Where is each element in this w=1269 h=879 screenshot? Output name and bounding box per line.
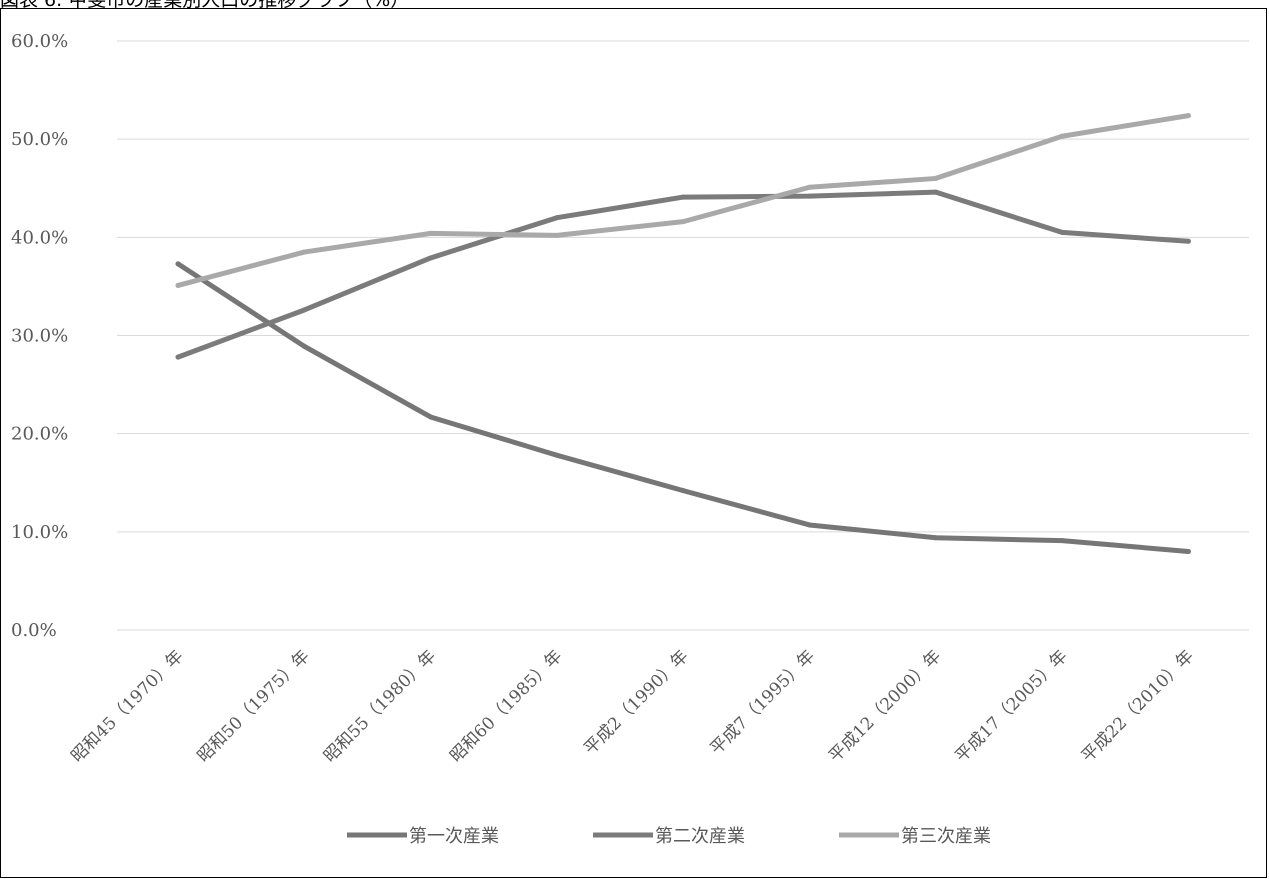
line-chart: 0.0% 10.0% 20.0% 30.0% 40.0% 50.0% 60.0% 昭和45（… <box>11 31 1249 847</box>
series-lines <box>175 113 1191 554</box>
y-tick-label: 10.0% <box>11 522 68 543</box>
data-point <box>1059 133 1065 139</box>
y-tick-label: 30.0% <box>11 326 68 347</box>
legend-label: 第三次産業 <box>901 826 991 847</box>
data-point <box>175 354 181 360</box>
data-point <box>428 414 434 420</box>
data-point <box>301 307 307 313</box>
x-category-label: 平成22（2010）年 <box>1078 646 1198 766</box>
data-point <box>554 215 560 221</box>
data-point <box>807 193 812 199</box>
y-axis-ticks: 0.0% 10.0% 20.0% 30.0% 40.0% 50.0% 60.0% <box>11 31 68 641</box>
x-axis-categories: 昭和45（1970）年 昭和50（1975）年 昭和55（1980）年 昭和60（19… <box>67 646 1198 766</box>
y-tick-label: 0.0% <box>11 620 57 641</box>
data-point <box>175 282 181 288</box>
y-tick-label: 60.0% <box>11 31 68 52</box>
x-category-label: 平成12（2000）年 <box>825 646 945 766</box>
y-tick-label: 40.0% <box>11 227 68 248</box>
chart-title: 図表 6. 甲斐市の産業別人口の推移グラフ（%） <box>0 0 410 11</box>
data-point <box>933 535 939 541</box>
x-category-label: 平成7（1995）年 <box>707 646 819 758</box>
data-point <box>1185 548 1191 554</box>
x-category-label: 平成2（1990）年 <box>580 646 692 758</box>
x-category-label: 昭和60（1985）年 <box>446 646 566 766</box>
data-point <box>301 343 307 349</box>
data-point <box>1059 229 1065 235</box>
chart-frame: 0.0% 10.0% 20.0% 30.0% 40.0% 50.0% 60.0% 昭和45（… <box>0 8 1267 878</box>
data-point <box>428 230 434 236</box>
legend-label: 第一次産業 <box>409 826 499 847</box>
data-point <box>680 219 686 225</box>
data-point <box>301 249 307 255</box>
data-point <box>680 488 686 494</box>
x-category-label: 平成17（2005）年 <box>951 646 1071 766</box>
data-point <box>554 452 560 458</box>
x-category-label: 昭和55（1980）年 <box>320 646 440 766</box>
data-point <box>1185 238 1191 244</box>
data-point <box>554 232 560 238</box>
series-line-2 <box>175 189 1191 360</box>
data-point <box>933 189 939 195</box>
data-point <box>1185 113 1191 119</box>
series-line-1 <box>175 261 1191 554</box>
x-category-label: 昭和45（1970）年 <box>67 646 187 766</box>
series-line-3 <box>175 113 1191 288</box>
y-tick-label: 20.0% <box>11 424 68 445</box>
data-point <box>807 522 812 528</box>
data-point <box>680 194 686 200</box>
y-tick-label: 50.0% <box>11 129 68 150</box>
data-point <box>428 255 434 261</box>
data-point <box>933 175 939 181</box>
x-category-label: 昭和50（1975）年 <box>194 646 314 766</box>
data-point <box>807 184 812 190</box>
data-point <box>175 261 181 267</box>
data-point <box>1059 538 1065 544</box>
legend: 第一次産業 第二次産業 第三次産業 <box>347 826 991 847</box>
legend-label: 第二次産業 <box>655 826 745 847</box>
